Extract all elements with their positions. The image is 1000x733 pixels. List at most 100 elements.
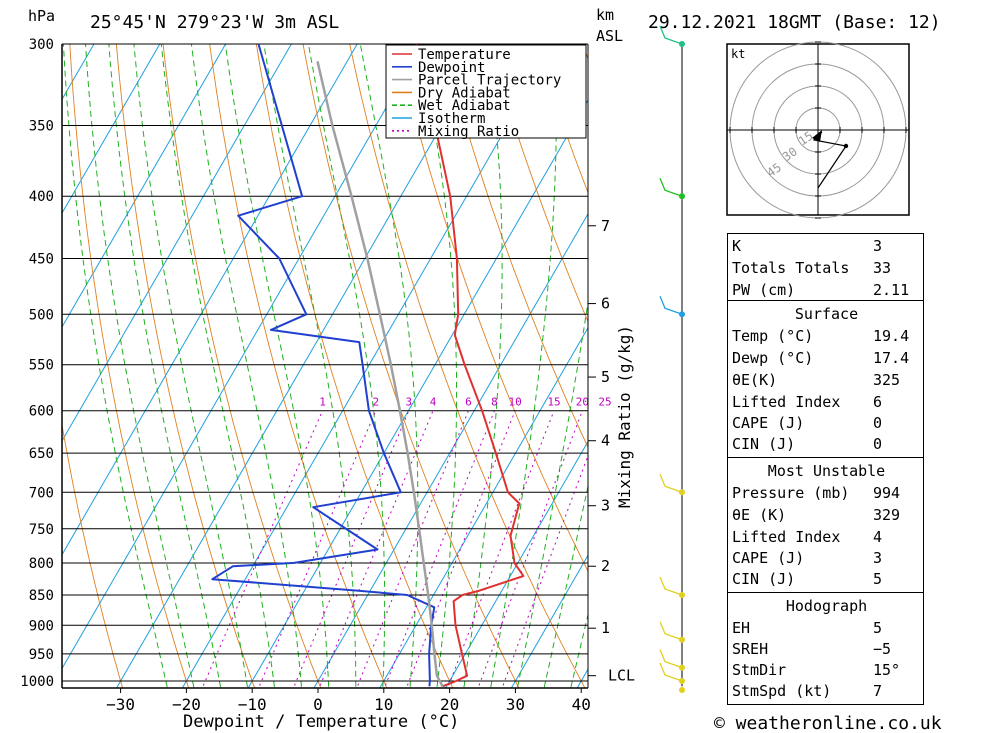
height-tick-label: 7 (601, 217, 610, 235)
x-tick-label: 40 (572, 695, 591, 714)
mixing-ratio-line (201, 410, 323, 688)
most-unstable-section: Most Unstable Pressure (mb) 994 θE (K) 329… (727, 457, 924, 593)
pw-label: PW (cm) (732, 281, 796, 299)
height-tick-label: 3 (601, 497, 610, 515)
isotherm-line (444, 440, 588, 688)
surface-theta-label: θE(K) (732, 371, 778, 389)
location-label: 25°45'N 279°23'W 3m ASL (90, 12, 339, 33)
mixing-ratio-value-label: 25 (598, 396, 611, 409)
height-tick-label: 6 (601, 295, 610, 313)
hodograph-unit: kt (731, 47, 745, 61)
hodo-title: Hodograph (785, 597, 868, 615)
parcel-trajectory-profile-line (316, 61, 444, 687)
x-tick-label: 10 (374, 695, 393, 714)
mu-theta-row: θE (K) 329 (732, 505, 922, 526)
isotherm-line (510, 554, 588, 688)
isotherm-line (313, 212, 588, 688)
mu-pressure-row: Pressure (mb) 994 (732, 483, 922, 504)
surface-temp-label: Temp (°C) (732, 327, 814, 345)
dry-adiabat-line (209, 44, 388, 688)
pressure-tick-label: 900 (29, 618, 54, 634)
dry-adiabat-line (993, 26, 1000, 697)
stmspd-value: 7 (873, 682, 883, 700)
mu-cape-label: CAPE (J) (732, 549, 805, 567)
mu-cin-row: CIN (J) 5 (732, 569, 922, 590)
x-tick-label: 20 (440, 695, 459, 714)
wet-adiabat-line (224, 44, 330, 688)
axes: −30 −20 −10 0 10 20 30 40 7 6 5 4 3 2 1 LCL (61, 44, 635, 714)
wet-adiabat-line (570, 612, 588, 688)
mixing-ratio-labels: 1 2 3 4 6 8 10 15 20 25 (319, 396, 611, 409)
wind-level-dot (679, 687, 685, 693)
isotherm-line (62, 44, 424, 670)
surface-cape-label: CAPE (J) (732, 414, 805, 432)
wind-barb-icon (659, 662, 683, 682)
pressure-tick-label: 800 (29, 556, 54, 572)
mixing-ratio-line (292, 410, 410, 688)
height-tick-label: 5 (601, 368, 610, 386)
pressure-tick-label: 700 (29, 485, 54, 501)
height-tick-label: 1 (601, 619, 610, 637)
mu-theta-label: θE (K) (732, 506, 787, 524)
sreh-value: −5 (873, 640, 892, 658)
wet-adiabat-line (62, 44, 168, 688)
background-lines (62, 26, 1000, 697)
wet-adiabat-line (490, 44, 557, 688)
pressure-unit-label: hPa (28, 7, 55, 25)
wet-adiabat-line (307, 44, 386, 688)
tt-label: Totals Totals (732, 259, 850, 277)
mixing-ratio-line (447, 410, 555, 688)
surface-dewp-label: Dewp (°C) (732, 349, 814, 367)
stmdir-label: StmDir (732, 661, 787, 679)
dry-adiabat-line (489, 44, 588, 323)
surface-cin-value: 0 (873, 435, 883, 453)
datetime-label: 29.12.2021 18GMT (Base: 12) (648, 12, 941, 33)
mixing-ratio-line (501, 454, 588, 688)
wind-barb-icon (659, 474, 683, 493)
dry-adiabat-line (255, 44, 454, 688)
mixing-ratio-value-label: 1 (319, 396, 326, 409)
stmdir-value: 15° (873, 661, 901, 679)
dewpoint-profile-line (211, 44, 436, 687)
hodograph-ring-label: 30 (780, 144, 800, 164)
height-tick-label: 4 (601, 432, 610, 450)
wet-adiabat-line (108, 44, 222, 688)
surface-section: Surface Temp (°C) 19.4 Dewp (°C) 17.4 θE(K… (727, 300, 924, 458)
wet-adiabat-line (419, 44, 458, 688)
dry-adiabat-line (62, 422, 124, 688)
surface-cape-value: 0 (873, 414, 883, 432)
mu-title: Most Unstable (767, 462, 886, 480)
stmspd-row: StmSpd (kt) 7 (732, 681, 922, 702)
surface-cin-row: CIN (J) 0 (732, 434, 922, 455)
pressure-tick-label: 550 (29, 358, 54, 374)
legend-entry-label: Wet Adiabat (418, 98, 511, 114)
surface-dewp-row: Dewp (°C) 17.4 (732, 348, 922, 369)
isotherm-line (62, 44, 292, 442)
mu-pressure-value: 994 (873, 484, 901, 502)
wet-adiabat-line (359, 44, 419, 688)
dry-adiabat-line (395, 44, 588, 573)
wet-adiabat-line (516, 299, 588, 688)
temperature-profile-line (415, 44, 525, 688)
hodograph-ring-label: 45 (764, 160, 784, 180)
pressure-tick-label: 750 (29, 522, 54, 538)
surface-li-value: 6 (873, 393, 883, 411)
wet-adiabat-line (133, 44, 249, 688)
dry-adiabat-line (162, 44, 322, 688)
surface-temp-row: Temp (°C) 19.4 (732, 326, 922, 347)
mu-li-row: Lifted Index 4 (732, 527, 922, 548)
surface-theta-row: θE(K) 325 (732, 370, 922, 391)
wind-barb-icon (659, 177, 683, 197)
pressure-tick-label: 350 (29, 119, 54, 135)
sreh-label: SREH (732, 640, 769, 658)
mixing-ratio-value-label: 20 (576, 396, 589, 409)
sreh-row: SREH −5 (732, 639, 922, 660)
hodograph-point (843, 143, 849, 149)
mixing-ratio-value-label: 6 (465, 396, 472, 409)
legend-entry-label: Dewpoint (418, 60, 485, 76)
legend-entry-label: Mixing Ratio (418, 124, 519, 140)
x-tick-label: −10 (238, 695, 267, 714)
stmdir-row: StmDir 15° (732, 660, 922, 681)
